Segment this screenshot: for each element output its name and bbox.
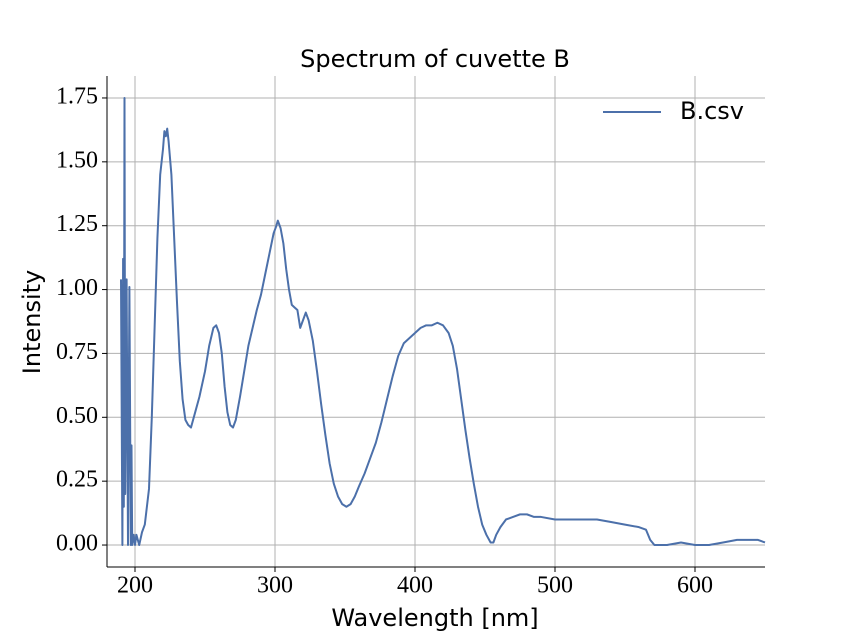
x-tick-label: 300 (257, 573, 293, 599)
y-tick-label: 1.00 (56, 275, 98, 301)
y-tick-label: 0.75 (56, 339, 98, 365)
x-tick-label: 500 (537, 573, 573, 599)
chart-title: Spectrum of cuvette B (300, 45, 570, 73)
y-tick-label: 1.25 (56, 211, 98, 237)
x-tick-label: 200 (117, 573, 153, 599)
y-tick-label: 0.00 (56, 531, 98, 557)
legend-label: B.csv (680, 97, 744, 125)
x-tick-label: 600 (677, 573, 713, 599)
y-axis-label: Intensity (18, 270, 46, 374)
y-tick-label: 1.75 (56, 83, 98, 109)
x-tick-label: 400 (397, 573, 433, 599)
y-tick-label: 1.50 (56, 147, 98, 173)
y-tick-label: 0.50 (56, 403, 98, 429)
x-axis-label: Wavelength [nm] (331, 604, 538, 632)
data-line (120, 96, 766, 547)
y-tick-label: 0.25 (56, 467, 98, 493)
